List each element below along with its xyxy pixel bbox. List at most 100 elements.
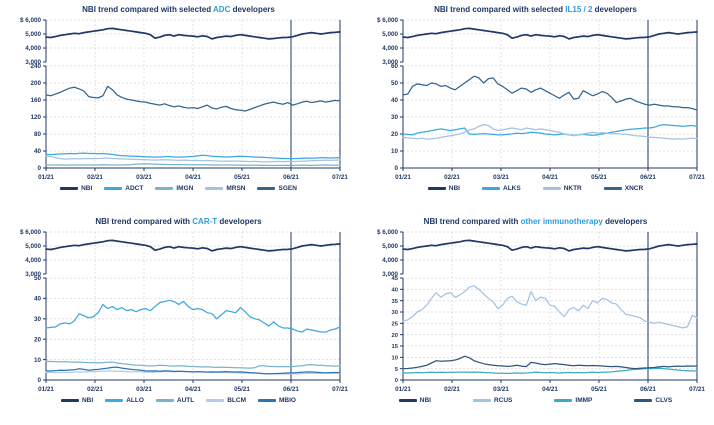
chart-adc-title: NBI trend compared with selected ADC dev… <box>82 5 275 15</box>
svg-text:4,000: 4,000 <box>382 45 398 52</box>
chart-il15: NBI trend compared with selected IL15 / … <box>357 0 714 212</box>
legend-item-mbio: MBIO <box>258 397 296 404</box>
svg-text:02/21: 02/21 <box>444 174 460 181</box>
svg-text:50: 50 <box>391 80 399 87</box>
series-line-nbi <box>402 239 698 252</box>
svg-text:$ 6,000: $ 6,000 <box>377 229 399 236</box>
svg-text:0: 0 <box>37 165 41 172</box>
legend-label-nbi: NBI <box>81 185 93 192</box>
svg-text:02/21: 02/21 <box>87 386 103 393</box>
legend-label-autl: AUTL <box>176 397 195 404</box>
legend-line-alks-swatch <box>482 187 500 190</box>
legend-label-immp: IMMP <box>575 397 593 404</box>
legend-item-alks: ALKS <box>482 185 521 192</box>
svg-text:5,000: 5,000 <box>25 31 41 38</box>
legend-item-nbi: NBI <box>60 397 94 404</box>
legend-line-clvs-swatch <box>634 399 653 402</box>
series-line-allo <box>45 299 341 333</box>
title-accent: other immunotherapy <box>520 217 603 226</box>
series-line-rcus <box>402 285 698 329</box>
svg-text:20: 20 <box>34 336 42 343</box>
chart-il15-legend: NBI ALKS NKTR XNCR <box>427 185 644 192</box>
legend-label-alks: ALKS <box>503 185 521 192</box>
svg-text:30: 30 <box>392 310 398 316</box>
svg-text:15: 15 <box>392 344 399 350</box>
svg-text:02/21: 02/21 <box>87 174 103 181</box>
svg-text:10: 10 <box>34 357 42 364</box>
svg-text:40: 40 <box>392 288 398 294</box>
svg-text:06/21: 06/21 <box>640 386 656 393</box>
title-prefix: NBI trend compared with <box>95 217 191 226</box>
series-line-adct <box>45 152 341 160</box>
series-line-xncr <box>402 75 698 111</box>
title-prefix: NBI trend compared with selected <box>434 5 564 14</box>
svg-text:5,000: 5,000 <box>25 243 41 250</box>
chart-other-immunotherapy-legend: NBI RCUS IMMP CLVS <box>398 397 673 404</box>
legend-label-mrsn: MRSN <box>226 185 246 192</box>
svg-text:10: 10 <box>391 148 399 155</box>
svg-text:$ 6,000: $ 6,000 <box>377 17 399 24</box>
legend-item-rcus: RCUS <box>472 397 512 404</box>
legend-line-mbio-swatch <box>258 399 277 402</box>
series-line-nbi <box>45 27 341 40</box>
legend-line-autl-swatch <box>155 399 174 402</box>
svg-text:06/21: 06/21 <box>283 386 299 393</box>
svg-text:0: 0 <box>395 378 398 384</box>
svg-text:05/21: 05/21 <box>234 174 250 181</box>
svg-text:07/21: 07/21 <box>689 386 705 393</box>
legend-item-immp: IMMP <box>554 397 592 404</box>
title-suffix: developers <box>232 5 275 14</box>
series-line-mrsn <box>45 155 341 163</box>
svg-text:03/21: 03/21 <box>493 174 509 181</box>
svg-text:07/21: 07/21 <box>332 174 348 181</box>
title-suffix: developers <box>605 217 648 226</box>
svg-text:3,000: 3,000 <box>25 59 41 66</box>
svg-text:03/21: 03/21 <box>136 174 152 181</box>
legend-line-mrsn-swatch <box>205 187 224 190</box>
series-line-nbi <box>45 239 341 252</box>
title-prefix: NBI trend compared with <box>423 217 519 226</box>
svg-text:04/21: 04/21 <box>185 386 201 393</box>
legend-label-adct: ADCT <box>125 185 144 192</box>
svg-text:01/21: 01/21 <box>38 386 54 393</box>
legend-label-mbio: MBIO <box>279 397 296 404</box>
legend-label-clvs: CLVS <box>655 397 673 404</box>
legend-item-mrsn: MRSN <box>205 185 245 192</box>
svg-text:$ 6,000: $ 6,000 <box>20 17 42 24</box>
svg-text:40: 40 <box>34 296 42 303</box>
svg-text:05/21: 05/21 <box>234 386 250 393</box>
series-line-alks <box>402 124 698 136</box>
title-suffix: developers <box>594 5 637 14</box>
svg-text:03/21: 03/21 <box>493 386 509 393</box>
svg-text:40: 40 <box>34 148 42 155</box>
series-line-autl <box>45 360 341 369</box>
svg-text:0: 0 <box>394 165 398 172</box>
svg-text:01/21: 01/21 <box>395 174 411 181</box>
svg-text:20: 20 <box>391 131 399 138</box>
svg-text:03/21: 03/21 <box>136 386 152 393</box>
chart-cart-title: NBI trend compared with CAR-T developers <box>95 217 261 227</box>
svg-text:02/21: 02/21 <box>444 386 460 393</box>
svg-text:04/21: 04/21 <box>185 174 201 181</box>
title-accent: ADC <box>213 5 231 14</box>
svg-text:40: 40 <box>391 97 399 104</box>
legend-line-immp-swatch <box>554 399 573 402</box>
legend-item-nbi: NBI <box>398 397 431 404</box>
legend-label-nbi: NBI <box>419 397 431 404</box>
svg-text:80: 80 <box>34 131 42 138</box>
chart-cart: NBI trend compared with CAR-T developers… <box>0 212 357 425</box>
svg-text:200: 200 <box>30 80 41 87</box>
chart-il15-title: NBI trend compared with selected IL15 / … <box>434 5 637 15</box>
legend-line-nbi-swatch <box>60 187 79 190</box>
svg-text:45: 45 <box>392 276 399 282</box>
svg-text:05/21: 05/21 <box>591 174 607 181</box>
title-accent: CAR-T <box>192 217 218 226</box>
legend-line-nbi-swatch <box>60 399 79 402</box>
svg-text:3,000: 3,000 <box>382 59 398 66</box>
chart-cart-legend: NBI ALLO AUTL BLCM MBIO <box>60 397 296 404</box>
legend-label-xncr: XNCR <box>624 185 644 192</box>
legend-item-blcm: BLCM <box>206 397 246 404</box>
legend-label-nbi: NBI <box>81 397 94 404</box>
svg-text:240: 240 <box>30 63 41 70</box>
